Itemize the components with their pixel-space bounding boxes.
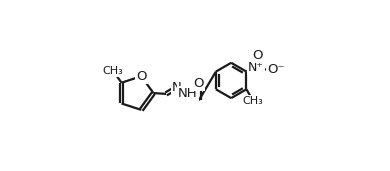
Text: O: O — [193, 77, 204, 90]
Text: CH₃: CH₃ — [103, 66, 124, 76]
Text: O: O — [252, 49, 262, 62]
Text: CH₃: CH₃ — [243, 96, 264, 106]
Text: N⁺: N⁺ — [248, 61, 264, 74]
Text: N: N — [172, 81, 182, 94]
Text: NH: NH — [178, 87, 198, 100]
Text: O⁻: O⁻ — [268, 63, 285, 76]
Text: O: O — [136, 70, 147, 83]
